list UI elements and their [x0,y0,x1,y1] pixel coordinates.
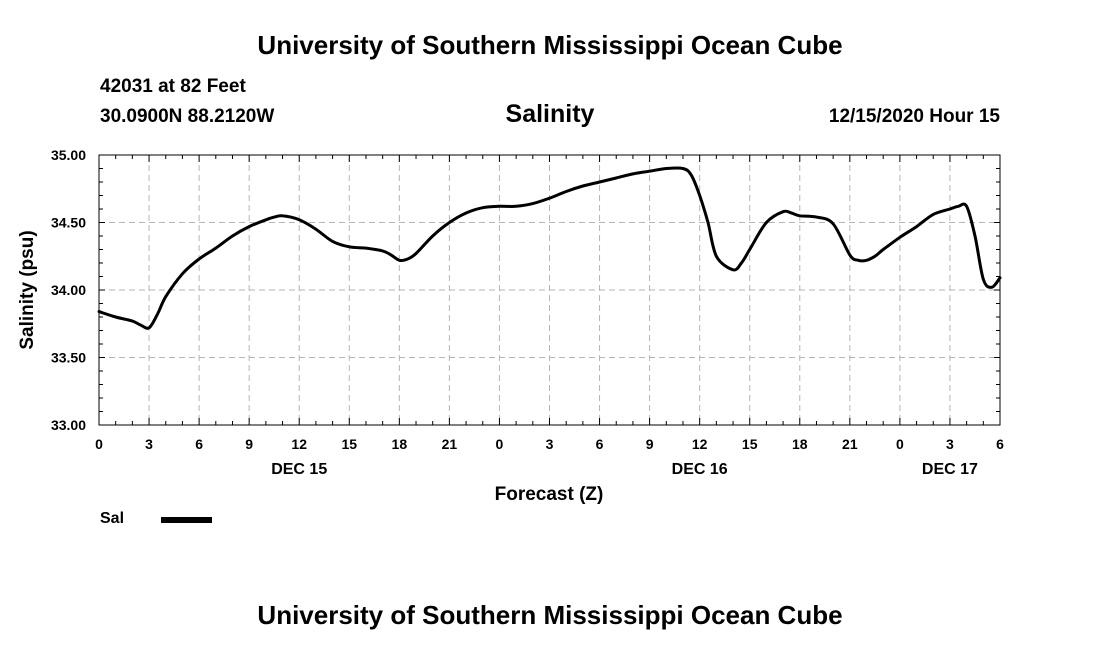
x-tick-label: 18 [392,436,408,452]
y-tick-label: 35.00 [51,147,86,163]
x-tick-label: 6 [195,436,203,452]
x-tick-label: 6 [996,436,1004,452]
x-tick-label: 0 [496,436,504,452]
x-day-label: DEC 17 [922,461,978,478]
salinity-series-line [97,166,1002,330]
page-title: University of Southern Mississippi Ocean… [257,30,843,60]
x-tick-label: 9 [646,436,654,452]
plot-frame [98,154,1001,426]
x-tick-label: 15 [742,436,758,452]
x-tick-label: 6 [596,436,604,452]
grid-lines [99,155,1000,425]
x-tick-label: 12 [291,436,307,452]
y-tick-label: 34.00 [51,282,86,298]
x-tick-label: 18 [792,436,808,452]
x-tick-label: 3 [546,436,554,452]
station-label: 42031 at 82 Feet [100,76,246,97]
x-axis-title: Forecast (Z) [495,484,604,505]
x-tick-label: 21 [442,436,458,452]
y-tick-label: 34.50 [51,215,86,231]
y-tick-label: 33.00 [51,417,86,433]
x-tick-label: 12 [692,436,708,452]
x-day-label: DEC 15 [271,461,327,478]
x-tick-label: 3 [145,436,153,452]
y-tick-label: 33.50 [51,350,86,366]
coordinates-label: 30.0900N 88.2120W [100,106,275,127]
legend-swatch [161,517,212,523]
x-tick-label: 21 [842,436,858,452]
x-tick-label: 3 [946,436,954,452]
x-day-label: DEC 16 [672,461,728,478]
footer-title: University of Southern Mississippi Ocean… [257,600,843,630]
forecast-date: 12/15/2020 Hour 15 [828,106,1000,127]
x-tick-label: 0 [95,436,103,452]
x-tick-label: 0 [896,436,904,452]
x-tick-label: 15 [341,436,357,452]
y-axis-title: Salinity (psu) [17,230,38,349]
x-tick-label: 9 [245,436,253,452]
legend-label: Sal [100,510,125,527]
axis-labels: 33.00 33.50 34.00 34.50 35.00 0 3 6 9 12 15 18 21 0 3 6… [51,147,1004,478]
chart-title: Salinity [505,100,595,128]
